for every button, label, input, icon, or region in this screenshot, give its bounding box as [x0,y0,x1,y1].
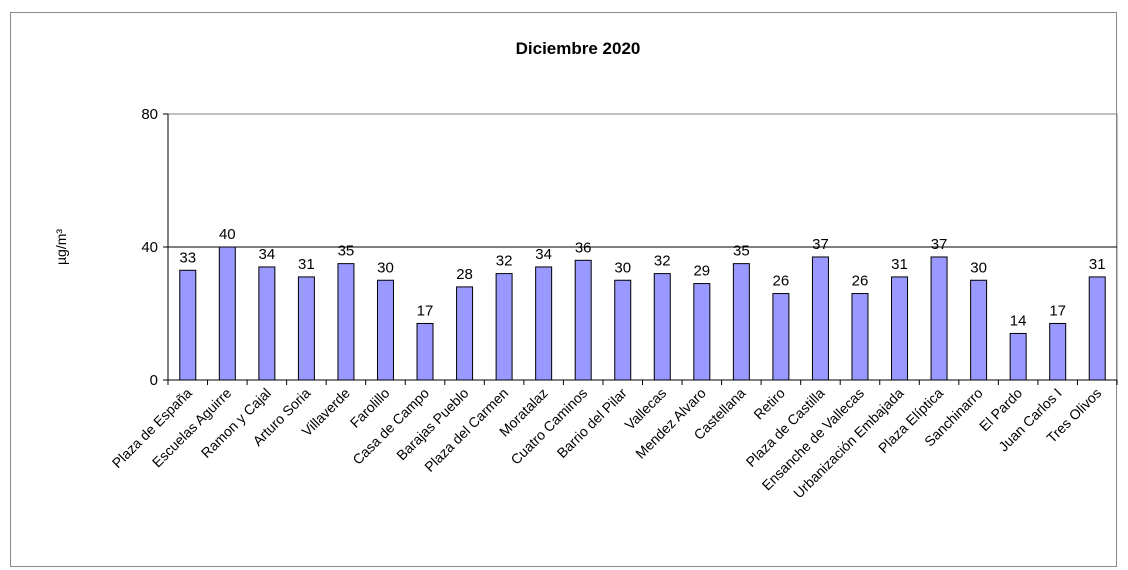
bar [456,286,474,381]
y-tick-label: 40 [141,239,158,256]
bar [258,266,276,381]
data-label: 26 [852,273,869,290]
chart-title: Diciembre 2020 [516,39,641,58]
data-label: 36 [575,239,592,256]
bar [930,256,948,381]
data-label: 40 [219,226,236,243]
data-label: 33 [179,249,196,266]
bar [1049,322,1067,381]
data-label: 17 [417,302,434,319]
x-tick-label: Ramon y Cajal [198,385,274,461]
bar [811,256,829,381]
bar [535,266,553,381]
data-label: 34 [535,246,552,263]
data-label: 37 [812,236,829,253]
data-label: 30 [970,259,987,276]
x-tick-label: Retiro [750,385,788,423]
data-label: 31 [298,256,315,273]
data-label: 14 [1010,312,1027,329]
bar [970,279,988,381]
bar [574,259,592,381]
bar [653,273,671,381]
bar [732,263,750,381]
data-label: 32 [496,253,513,270]
y-tick-label: 0 [150,372,158,389]
bar [495,273,513,381]
bar [772,293,790,381]
data-label: 35 [338,243,355,260]
data-label: 28 [456,266,473,283]
data-label: 31 [891,256,908,273]
bar [337,263,355,381]
data-label: 34 [259,246,276,263]
data-label: 29 [693,263,710,280]
bar [851,293,869,381]
bar [1088,276,1106,381]
data-label: 32 [654,253,671,270]
bar [179,269,197,381]
bar [297,276,315,381]
bar [416,322,434,381]
y-tick-label: 80 [141,106,158,123]
x-tick-label: Barrio del Pilar [554,385,630,461]
data-label: 31 [1089,256,1106,273]
y-axis-label: µg/m³ [53,229,69,265]
data-label: 35 [733,243,750,260]
bar [891,276,909,381]
data-label: 30 [377,259,394,276]
data-label: 30 [614,259,631,276]
data-label: 17 [1049,302,1066,319]
bar [1009,332,1027,381]
bar [693,283,711,381]
bar [218,246,236,381]
bar [376,279,394,381]
data-label: 37 [931,236,948,253]
bar [614,279,632,381]
data-label: 26 [773,273,790,290]
